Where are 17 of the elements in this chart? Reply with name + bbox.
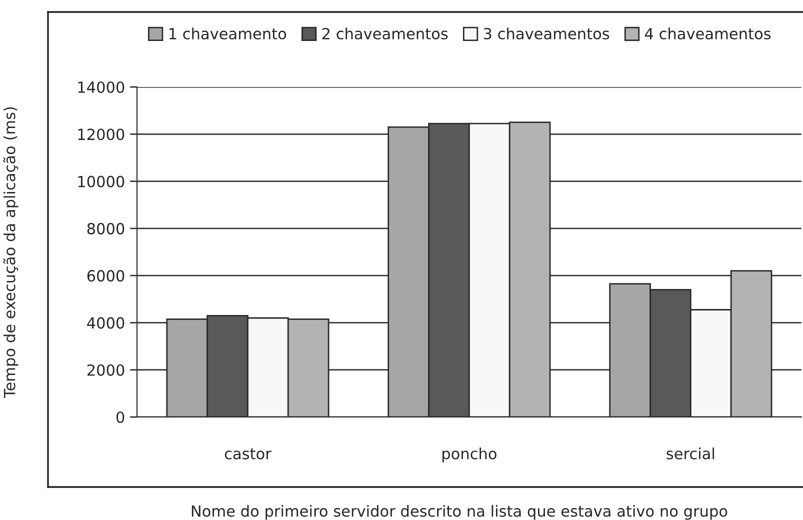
legend-label: 3 chaveamentos (484, 28, 610, 40)
y-axis-title: Tempo de execução da aplicação (ms) (3, 107, 18, 398)
x-tick-label: poncho (442, 448, 496, 462)
y-tick-label: 4000 (87, 317, 124, 329)
x-tick-label: sercial (666, 448, 714, 460)
x-axis-title: Nome do primeiro servidor descrito na lista que estava ativo no grupo (192, 505, 728, 520)
y-tick-label: 2000 (87, 364, 124, 376)
y-tick-label: 10000 (78, 176, 124, 188)
y-tick-label: 14000 (78, 81, 124, 94)
legend-label: 1 chaveamento (169, 28, 286, 40)
y-tick-label: 8000 (87, 222, 124, 234)
x-tick-label: castor (224, 448, 272, 460)
y-tick-label: 12000 (78, 128, 124, 140)
y-tick-label: 0 (116, 411, 124, 424)
y-tick-label: 6000 (87, 270, 124, 282)
legend-label: 4 chaveamentos (644, 28, 771, 40)
legend-label: 2 chaveamentos (322, 28, 448, 40)
